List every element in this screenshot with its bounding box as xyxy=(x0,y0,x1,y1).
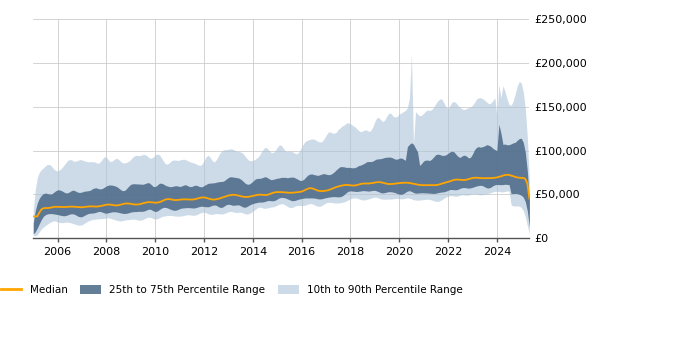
Legend: Median, 25th to 75th Percentile Range, 10th to 90th Percentile Range: Median, 25th to 75th Percentile Range, 1… xyxy=(0,280,467,299)
